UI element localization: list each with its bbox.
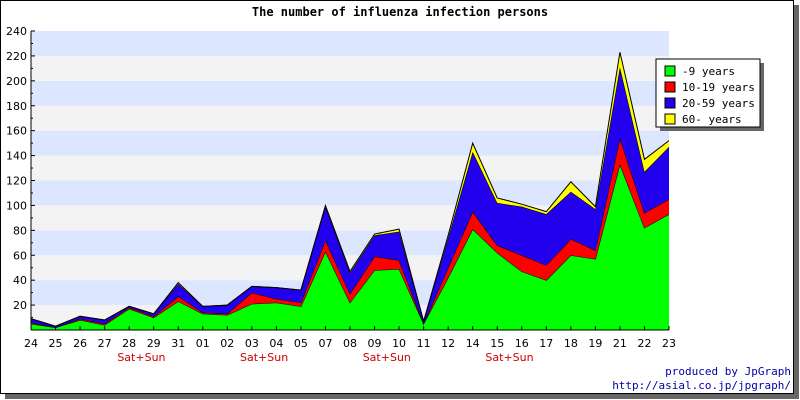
x-tick-label-26: 26 [73,337,87,350]
band-140 [31,155,669,181]
band-200 [31,80,669,106]
x-tick-label-17: 17 [539,337,553,350]
x-tick-label-27: 27 [98,337,112,350]
legend-swatch-2 [664,97,676,109]
y-tick-label-160: 160 [6,125,27,138]
band-160 [31,130,669,156]
x-tick-label-18: 18 [564,337,578,350]
x-tick-label-12: 12 [441,337,455,350]
x-tick-label-19: 19 [588,337,602,350]
x-tick-label-24: 24 [24,337,38,350]
x-tick-label-11: 11 [417,337,431,350]
y-tick-label-120: 120 [6,175,27,188]
band-180 [31,105,669,131]
x-tick-labels: 24 25 26 27 28 29 31 01 02 03 04 05 07 08 09 10 11 12 14 15… [24,337,676,350]
chart-title: The number of influenza infection person… [252,5,548,19]
x-tick-label-08: 08 [343,337,357,350]
legend-items: -9 years 10-19 years 20-59 years 60- years [664,65,755,126]
y-tick-label-180: 180 [6,100,27,113]
y-tick-label-40: 40 [13,274,27,287]
x-tick-label-25: 25 [49,337,63,350]
x-tick-label-07: 07 [318,337,332,350]
x-tick-label-05: 05 [294,337,308,350]
legend-label-2: 20-59 years [682,97,755,110]
x-tick-label-28: 28 [122,337,136,350]
x-tick-label-29: 29 [147,337,161,350]
x-tick-label-22: 22 [637,337,651,350]
x-tick-label-10: 10 [392,337,406,350]
x-tick-label-01: 01 [196,337,210,350]
x-tick-label-15: 15 [490,337,504,350]
legend-label-3: 60- years [682,113,742,126]
y-tick-label-200: 200 [6,75,27,88]
y-tick-label-60: 60 [13,249,27,262]
y-tick-label-100: 100 [6,199,27,212]
weekend-label-0: Sat+Sun [117,351,165,364]
legend-label-1: 10-19 years [682,81,755,94]
legend-swatch-0 [664,65,676,77]
area-series-0 [31,164,669,330]
y-tick-label-240: 240 [6,25,27,38]
y-tick-label-20: 20 [13,299,27,312]
area-series-2 [31,67,669,328]
legend-swatch-1 [664,81,676,93]
x-tick-label-04: 04 [269,337,283,350]
y-tick-labels: 20 40 60 80 100 120 140 160 180 200 220 240 [6,25,27,312]
weekend-label-1: Sat+Sun [240,351,288,364]
band-240 [31,31,669,56]
x-tick-label-09: 09 [368,337,382,350]
x-tick-label-31: 31 [171,337,185,350]
legend: -9 years 10-19 years 20-59 years 60- years [655,58,764,131]
y-tick-label-140: 140 [6,150,27,163]
credit-line-2[interactable]: http://asial.co.jp/jpgraph/ [612,379,791,392]
y-tick-label-220: 220 [6,50,27,63]
axes [30,30,670,331]
stacked-areas [30,52,670,330]
x-tick-label-23: 23 [662,337,676,350]
x-tick-label-14: 14 [466,337,480,350]
x-tick-label-21: 21 [613,337,627,350]
x-tick-label-16: 16 [515,337,529,350]
weekend-label-3: Sat+Sun [485,351,533,364]
x-tick-label-02: 02 [220,337,234,350]
x-tick-label-03: 03 [245,337,259,350]
y-tick-label-80: 80 [13,224,27,237]
area-outline-3 [30,52,670,327]
weekend-label-2: Sat+Sun [363,351,411,364]
legend-label-0: -9 years [682,65,735,78]
credit-line-1: produced by JpGraph [665,365,791,378]
band-220 [31,55,669,81]
legend-swatch-3 [664,113,676,125]
weekend-labels: Sat+Sun Sat+Sun Sat+Sun Sat+Sun [117,351,533,364]
